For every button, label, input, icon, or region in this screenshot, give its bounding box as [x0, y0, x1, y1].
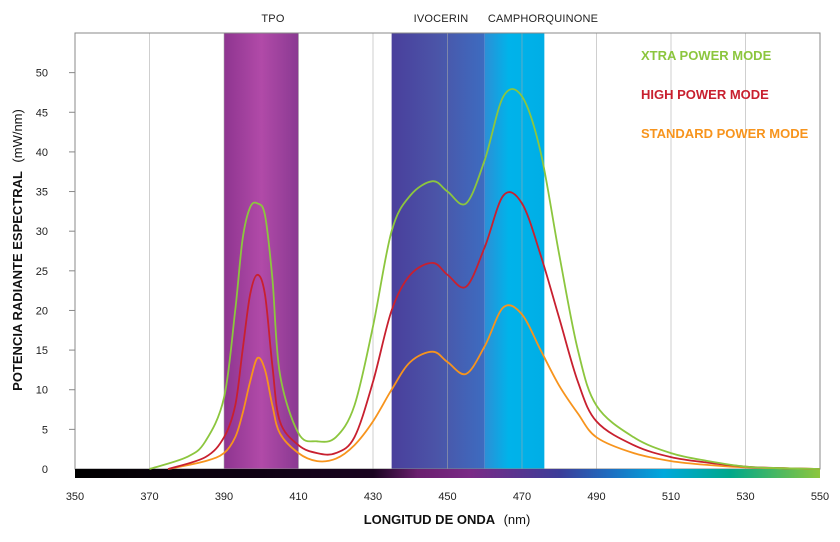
series-line-high-power-mode [167, 191, 821, 470]
legend-entry-high-power-mode: HIGH POWER MODE [641, 87, 769, 102]
legend-entry-xtra-power-mode: XTRA POWER MODE [641, 48, 772, 63]
x-axis-title-main: LONGITUD DE ONDA [364, 512, 496, 527]
y-tick-label: 45 [36, 107, 48, 119]
series-lines [149, 88, 821, 470]
y-tick-label: 20 [36, 305, 48, 317]
y-axis-title-main: POTENCIA RADIANTE ESPECTRAL [10, 171, 25, 391]
band-label-camphorquinone: CAMPHORQUINONE [488, 13, 598, 25]
spectrum-bar [75, 469, 820, 478]
y-tick-label: 30 [36, 226, 48, 238]
y-tick-label: 50 [36, 68, 48, 80]
x-tick-label: 390 [215, 491, 233, 503]
y-tick-label: 10 [36, 385, 48, 397]
y-tick-label: 40 [36, 147, 48, 159]
y-tick-label: 0 [42, 464, 48, 476]
x-tick-label: 470 [513, 491, 531, 503]
x-tick-label: 450 [438, 491, 456, 503]
x-tick-label: 370 [140, 491, 158, 503]
band-ivocerin [391, 33, 485, 469]
axis-ticks: 350 370 390 410 430 450 470 490 510 530 5500510152… [36, 68, 829, 503]
grid [69, 33, 746, 469]
x-axis-title-unit: (nm) [504, 512, 531, 527]
x-tick-label: 530 [736, 491, 754, 503]
x-tick-label: 410 [289, 491, 307, 503]
y-axis-title-unit: (mW/nm) [10, 109, 25, 162]
series-line-xtra-power-mode [149, 88, 821, 470]
y-tick-label: 35 [36, 187, 48, 199]
band-label-tpo: TPO [261, 13, 284, 25]
x-tick-label: 490 [587, 491, 605, 503]
x-tick-label: 350 [66, 491, 84, 503]
legend: XTRA POWER MODE HIGH POWER MODE STANDARD P… [641, 48, 809, 141]
band-camphorquinone [484, 33, 545, 469]
series-line-standard-power-mode [167, 304, 821, 470]
x-tick-label: 510 [662, 491, 680, 503]
y-tick-label: 15 [36, 345, 48, 357]
y-tick-label: 5 [42, 424, 48, 436]
band-label-ivocerin: IVOCERIN [414, 13, 469, 25]
x-tick-label: 430 [364, 491, 382, 503]
y-axis-title: POTENCIA RADIANTE ESPECTRAL (mW/nm) [9, 109, 26, 391]
legend-entry-standard-power-mode: STANDARD POWER MODE [641, 126, 809, 141]
x-tick-label: 550 [811, 491, 829, 503]
y-tick-label: 25 [36, 266, 48, 278]
x-axis-title: LONGITUD DE ONDA (nm) [364, 511, 531, 528]
band-labels: TPO IVOCERIN CAMPHORQUINONE [261, 13, 598, 25]
absorption-bands [224, 33, 545, 469]
